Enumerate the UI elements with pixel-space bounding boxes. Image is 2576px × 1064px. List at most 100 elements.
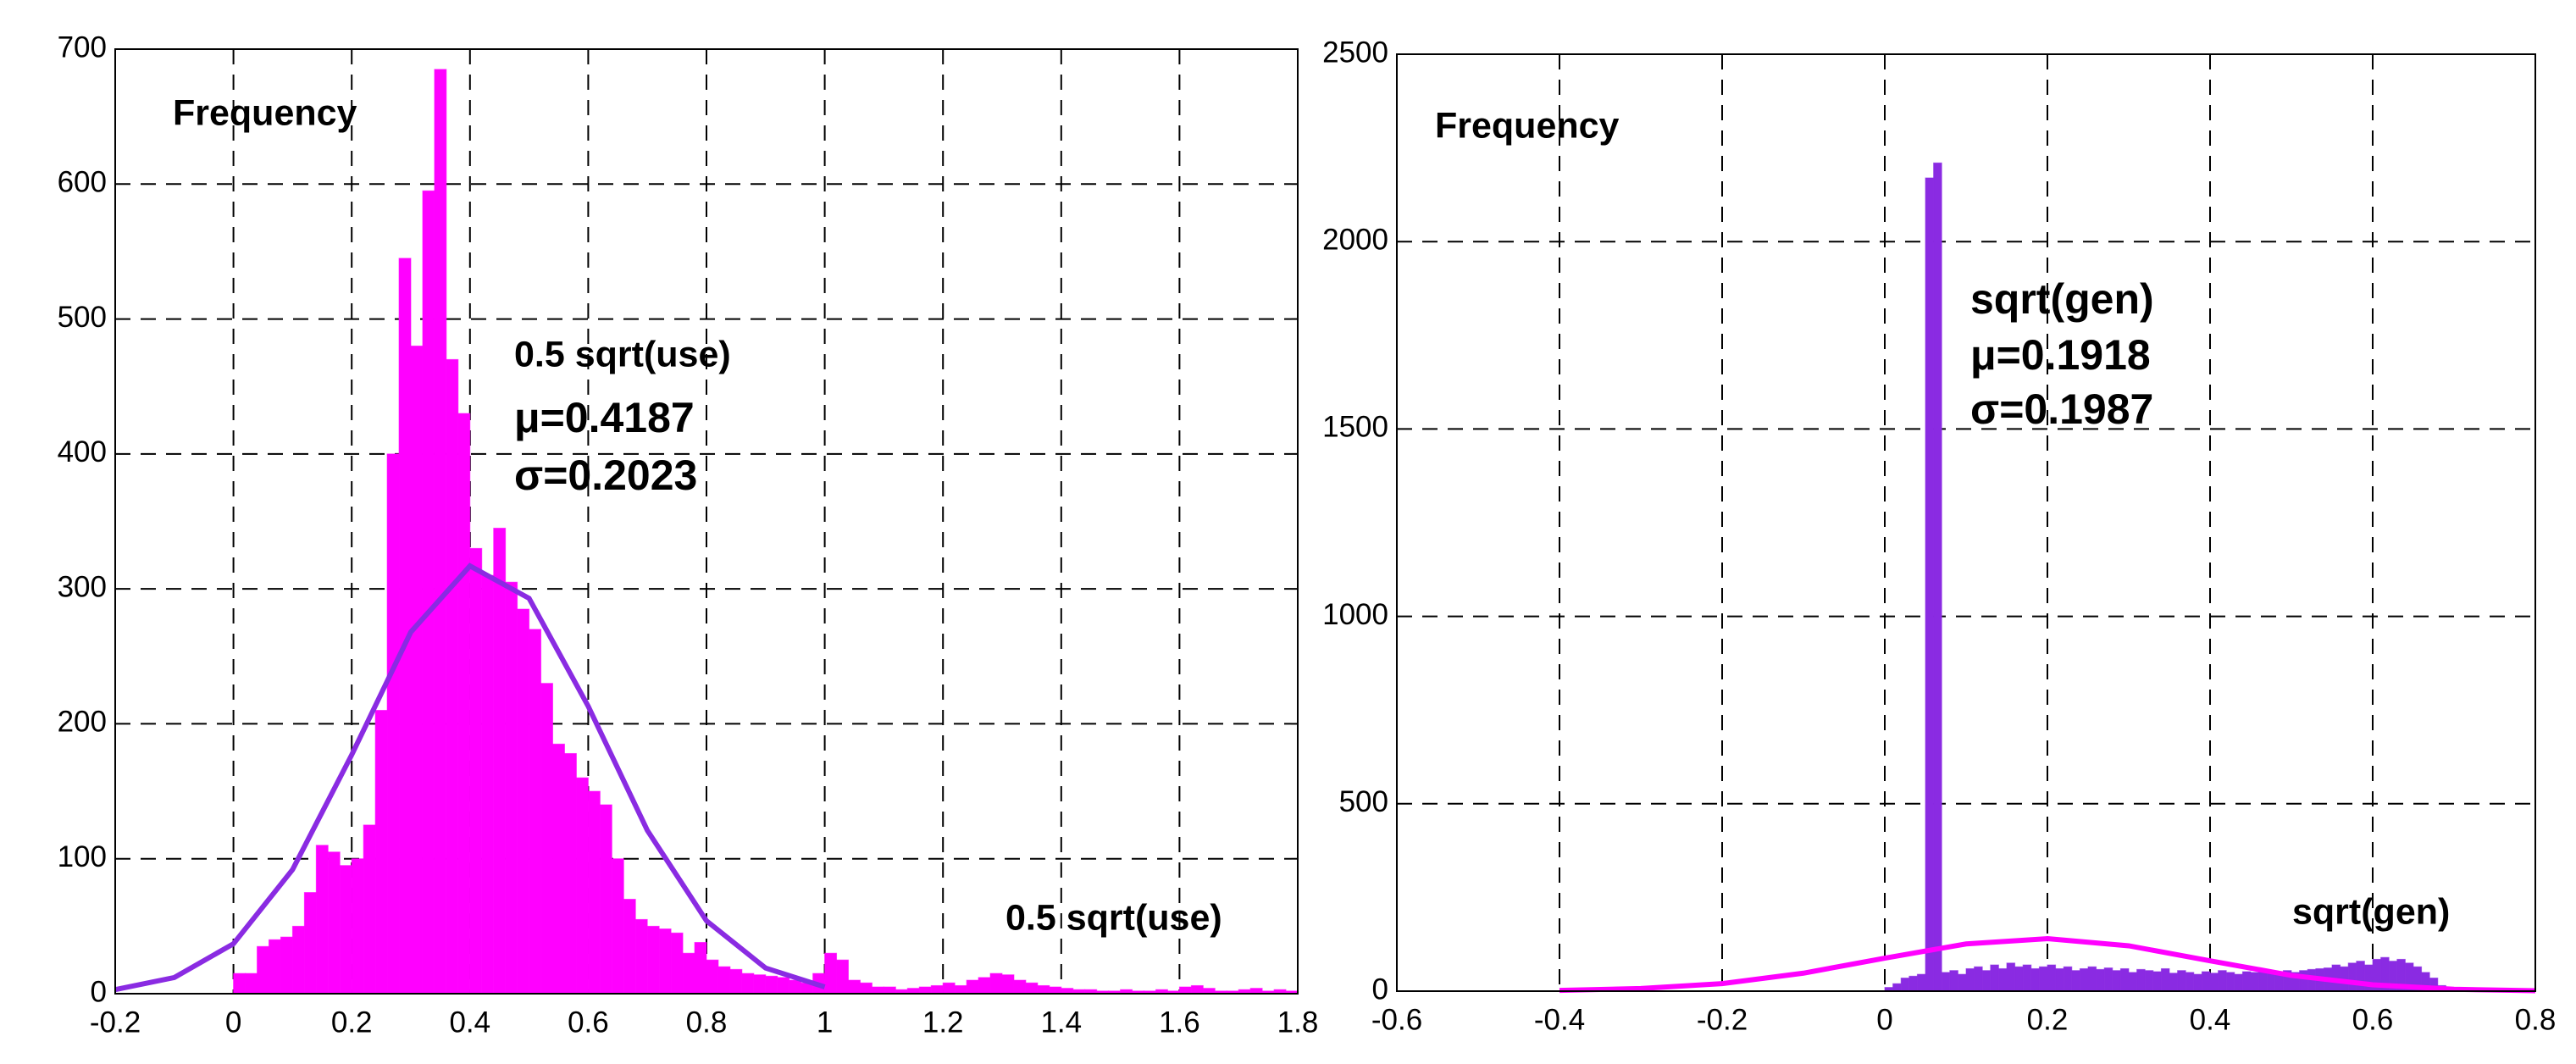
histogram-bar bbox=[1900, 978, 1910, 992]
plot-frame bbox=[1396, 53, 2536, 992]
histogram-bar bbox=[2103, 967, 2113, 992]
histogram-bar bbox=[2234, 973, 2243, 992]
x-tick-label: 0 bbox=[225, 1006, 241, 1039]
annotation: σ=0.2023 bbox=[514, 452, 697, 499]
histogram-bar bbox=[634, 918, 648, 995]
histogram-bar bbox=[1916, 973, 1926, 992]
histogram-bar bbox=[1925, 177, 1935, 992]
x-tick-label: 1.2 bbox=[922, 1006, 964, 1039]
histogram-bar bbox=[268, 939, 281, 995]
histogram-bar bbox=[2006, 962, 2016, 992]
histogram-bar bbox=[2177, 970, 2186, 992]
histogram-bar bbox=[2356, 961, 2365, 992]
x-tick-label: 0.6 bbox=[568, 1006, 609, 1039]
y-axis-label: Frequency bbox=[173, 92, 357, 133]
histogram-bar bbox=[670, 932, 684, 995]
histogram-bar bbox=[1941, 972, 1951, 992]
histogram-bar bbox=[2169, 973, 2179, 992]
histogram-bar bbox=[257, 945, 269, 995]
histogram-bar bbox=[457, 413, 471, 995]
histogram-bar bbox=[1190, 984, 1204, 995]
histogram-bar bbox=[2119, 967, 2130, 992]
histogram-bar bbox=[1001, 974, 1015, 995]
histogram-bar bbox=[682, 952, 695, 995]
histogram-bar bbox=[2241, 971, 2252, 992]
histogram-bar bbox=[871, 986, 884, 995]
histogram-bar bbox=[2193, 973, 2202, 992]
y-tick-label: 0 bbox=[91, 975, 107, 1008]
histogram-bar bbox=[753, 974, 767, 995]
histogram-bar bbox=[2047, 964, 2057, 992]
histogram-bar bbox=[280, 936, 293, 995]
histogram-bar bbox=[517, 608, 530, 995]
y-tick-label: 1500 bbox=[1322, 411, 1388, 444]
fit-curve bbox=[1559, 936, 2536, 994]
annotation: σ=0.1987 bbox=[1970, 385, 2153, 433]
histogram-bar bbox=[2201, 971, 2211, 992]
histogram-bar bbox=[1933, 162, 1942, 992]
histogram-bar bbox=[2225, 972, 2235, 992]
histogram-bar bbox=[599, 804, 612, 995]
histogram-bar bbox=[245, 973, 258, 995]
histogram-bar bbox=[824, 952, 838, 995]
histogram-bar bbox=[587, 790, 601, 995]
histogram-bar bbox=[363, 824, 376, 995]
histogram-bar bbox=[2258, 970, 2268, 992]
histogram-bar bbox=[2112, 970, 2121, 992]
y-tick-label: 400 bbox=[58, 435, 107, 468]
histogram-bar bbox=[374, 710, 388, 995]
x-tick-label: 0 bbox=[1876, 1003, 1892, 1036]
histogram-bar bbox=[930, 984, 944, 995]
histogram-bar bbox=[2087, 966, 2097, 992]
histogram-bar bbox=[2136, 968, 2146, 992]
histogram-bar bbox=[315, 845, 329, 995]
annotation: μ=0.1918 bbox=[1970, 331, 2151, 379]
histogram-bar bbox=[2144, 970, 2154, 992]
histogram-bar bbox=[1957, 973, 1967, 992]
histogram-bar bbox=[954, 984, 967, 995]
histogram-bar bbox=[966, 979, 979, 995]
x-tick-label: 1.4 bbox=[1040, 1006, 1082, 1039]
histogram-bar bbox=[2038, 966, 2048, 992]
histogram-bar bbox=[765, 975, 778, 995]
x-tick-label: 1.6 bbox=[1159, 1006, 1200, 1039]
histogram-bar bbox=[848, 979, 861, 995]
histogram-bar bbox=[422, 190, 435, 995]
histogram-bar bbox=[552, 743, 565, 995]
y-tick-label: 200 bbox=[58, 706, 107, 739]
histogram-bar bbox=[989, 973, 1003, 995]
annotation: μ=0.4187 bbox=[514, 394, 695, 441]
histogram-bar bbox=[918, 986, 932, 995]
histogram-bar bbox=[2299, 970, 2308, 992]
x-tick-label: -0.2 bbox=[1697, 1003, 1748, 1036]
y-tick-label: 500 bbox=[1339, 785, 1388, 818]
histogram-bar bbox=[1981, 970, 1992, 992]
y-tick-label: 600 bbox=[58, 166, 107, 199]
histogram-bar bbox=[2055, 967, 2064, 992]
histogram-bar bbox=[481, 574, 495, 995]
histogram-bar bbox=[434, 69, 447, 995]
y-tick-label: 300 bbox=[58, 570, 107, 603]
x-tick-label: 0.2 bbox=[331, 1006, 373, 1039]
y-tick-label: 500 bbox=[58, 301, 107, 334]
histogram-bar bbox=[2209, 973, 2219, 992]
histogram-bar bbox=[717, 966, 731, 995]
histogram-bar bbox=[2071, 970, 2080, 992]
x-tick-label: 1.8 bbox=[1277, 1006, 1319, 1039]
histogram-bar bbox=[789, 979, 802, 995]
histogram-bar bbox=[836, 959, 850, 995]
histogram-bar bbox=[1974, 966, 1983, 992]
histogram-bar bbox=[658, 928, 672, 995]
histogram-bar bbox=[233, 973, 247, 995]
x-tick-label: -0.4 bbox=[1534, 1003, 1585, 1036]
histogram-bar bbox=[540, 683, 554, 995]
histogram-bar bbox=[2363, 964, 2374, 992]
histogram-bar bbox=[1908, 975, 1918, 992]
histogram-bar bbox=[1037, 984, 1050, 995]
y-tick-label: 2500 bbox=[1322, 36, 1388, 69]
histogram-bar bbox=[741, 973, 755, 995]
histogram-bar bbox=[2022, 964, 2032, 992]
y-tick-label: 100 bbox=[58, 840, 107, 873]
histogram-bar bbox=[2160, 967, 2170, 992]
histogram-bar bbox=[563, 752, 577, 995]
